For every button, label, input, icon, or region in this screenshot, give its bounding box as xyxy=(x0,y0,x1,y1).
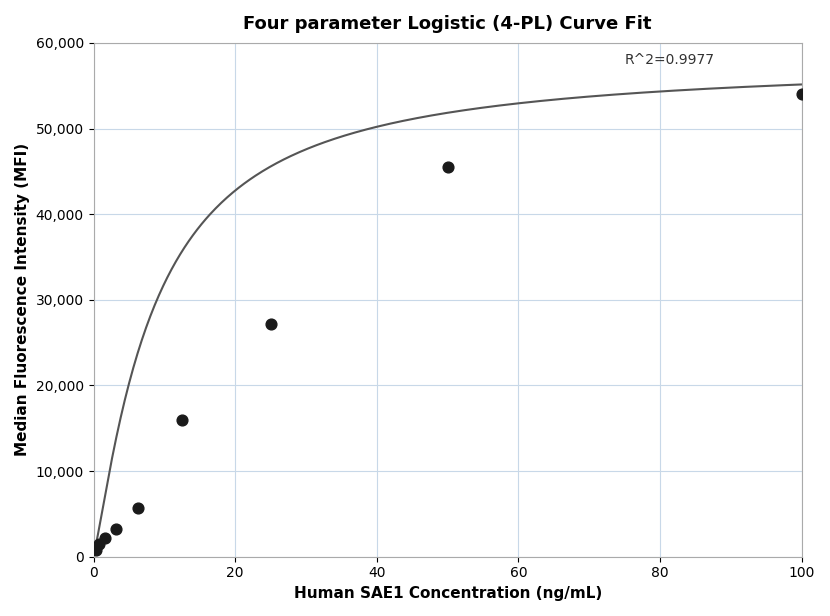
Title: Four parameter Logistic (4-PL) Curve Fit: Four parameter Logistic (4-PL) Curve Fit xyxy=(243,15,652,33)
Point xyxy=(131,503,144,513)
Point xyxy=(109,524,122,534)
X-axis label: Human SAE1 Concentration (ng/mL): Human SAE1 Concentration (ng/mL) xyxy=(294,586,602,601)
Point xyxy=(90,545,103,555)
Text: R^2=0.9977: R^2=0.9977 xyxy=(625,54,715,67)
Point xyxy=(98,533,111,543)
Point xyxy=(795,89,808,99)
Point xyxy=(264,319,277,329)
Point xyxy=(175,415,188,424)
Point xyxy=(441,162,454,172)
Point xyxy=(92,539,105,549)
Y-axis label: Median Fluorescence Intensity (MFI): Median Fluorescence Intensity (MFI) xyxy=(15,144,30,456)
